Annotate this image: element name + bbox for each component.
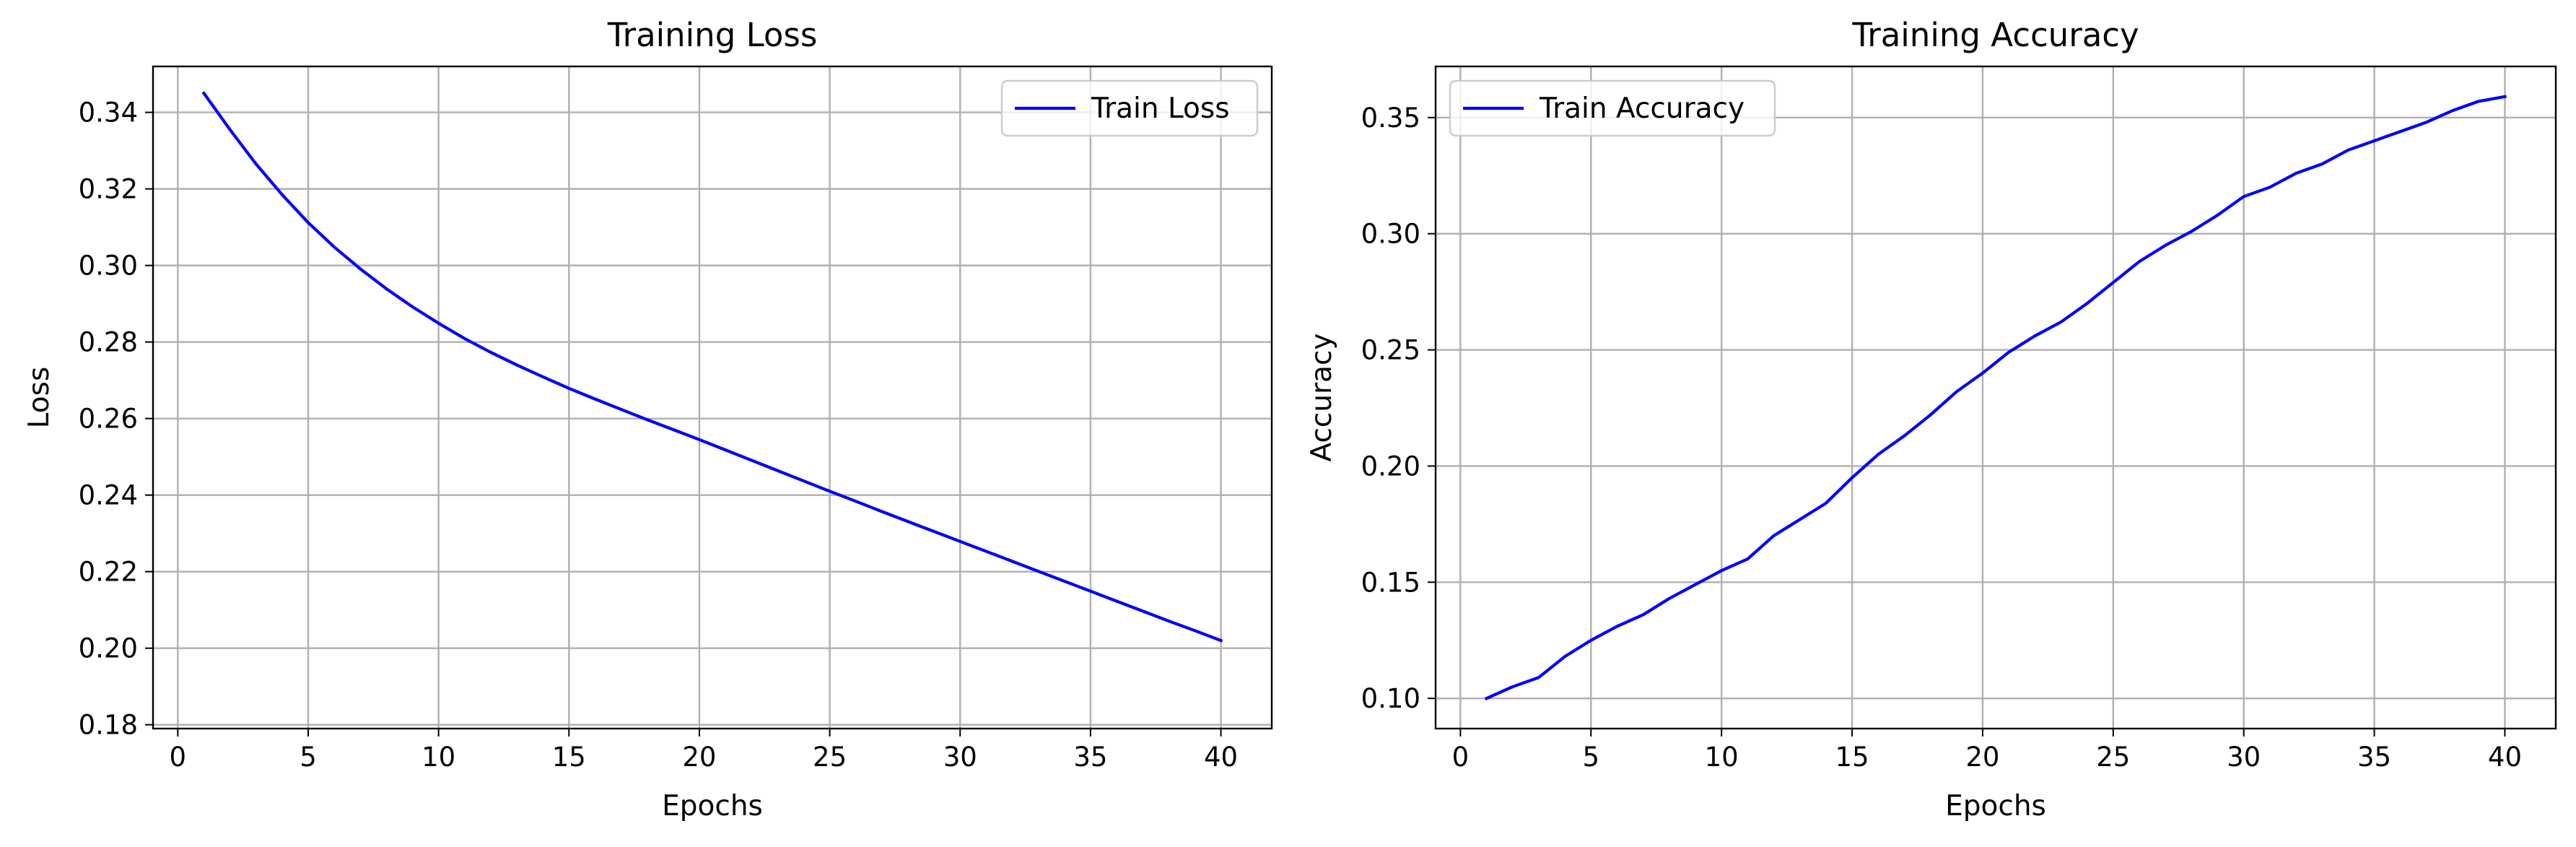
accuracy-chart: 0 5 10 15 20 25 30 35 40 0.10 0.15 0.20 0.25 0.30 0.35… xyxy=(1306,16,2557,822)
plot-frame xyxy=(152,65,1273,730)
y-axis-label: Accuracy xyxy=(1306,333,1338,461)
legend-box xyxy=(1449,79,1776,137)
x-tick-label: 35 xyxy=(1073,742,1107,773)
y-tick-label: 0.34 xyxy=(79,97,138,129)
x-tick-label: 0 xyxy=(1452,742,1470,773)
y-tick-label: 0.20 xyxy=(79,633,138,664)
chart-title: Training Accuracy xyxy=(1851,16,2139,54)
x-tick-label: 15 xyxy=(1835,742,1869,773)
x-tick-label: 5 xyxy=(300,742,317,773)
y-axis-label: Loss xyxy=(23,367,56,429)
x-tick-label: 15 xyxy=(552,742,586,773)
y-tick-label: 0.30 xyxy=(79,251,138,282)
y-tick-label: 0.30 xyxy=(1361,219,1420,250)
chart-title: Training Loss xyxy=(607,16,818,54)
x-axis-label: Epochs xyxy=(1945,790,2046,822)
x-tick-label: 10 xyxy=(1705,742,1739,773)
x-tick-label: 25 xyxy=(813,742,847,773)
y-tick-label: 0.15 xyxy=(1361,567,1420,598)
x-tick-label: 30 xyxy=(943,742,977,773)
legend-label: Train Accuracy xyxy=(1539,92,1745,125)
x-tick-label: 10 xyxy=(422,742,455,773)
y-tick-label: 0.20 xyxy=(1361,451,1420,482)
y-tick-label: 0.28 xyxy=(79,327,138,358)
loss-series-line xyxy=(201,91,1223,643)
y-tick-label: 0.22 xyxy=(79,557,138,588)
y-tick-label: 0.25 xyxy=(1361,335,1420,366)
y-tick-label: 0.26 xyxy=(79,404,138,435)
x-tick-label: 20 xyxy=(1965,742,1999,773)
x-tick-label: 40 xyxy=(2488,742,2522,773)
plot-frame xyxy=(1434,65,2557,730)
x-tick-label: 40 xyxy=(1204,742,1238,773)
x-axis-label: Epochs xyxy=(662,790,763,822)
y-tick-label: 0.32 xyxy=(79,174,138,205)
x-tick-label: 20 xyxy=(682,742,716,773)
y-tick-label: 0.35 xyxy=(1361,103,1420,134)
legend-box xyxy=(1000,79,1259,137)
x-tick-label: 5 xyxy=(1582,742,1599,773)
loss-chart: 0 5 10 15 20 25 30 35 40 0.18 0.20 0.22 0.24 0.26 0.28… xyxy=(23,16,1273,822)
legend-label: Train Loss xyxy=(1091,92,1230,125)
y-tick-label: 0.10 xyxy=(1361,683,1420,714)
x-tick-label: 30 xyxy=(2227,742,2261,773)
y-tick-label: 0.24 xyxy=(79,480,138,511)
x-tick-label: 0 xyxy=(170,742,187,773)
accuracy-series-line xyxy=(1484,95,2507,700)
y-tick-label: 0.18 xyxy=(79,710,138,741)
x-tick-label: 25 xyxy=(2096,742,2130,773)
x-tick-label: 35 xyxy=(2357,742,2391,773)
